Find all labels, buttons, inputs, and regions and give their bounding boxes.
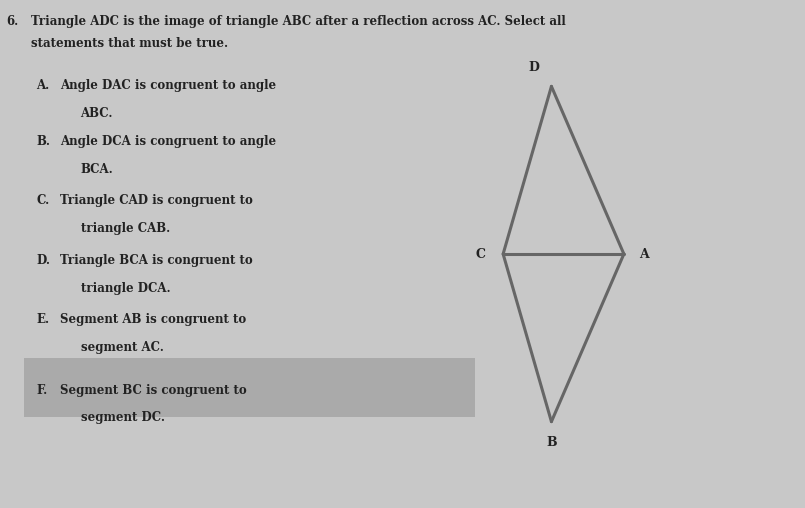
Text: F.: F. [36,384,47,397]
Text: triangle DCA.: triangle DCA. [80,282,170,295]
Text: BCA.: BCA. [80,163,114,176]
Text: Angle DAC is congruent to angle: Angle DAC is congruent to angle [60,79,276,92]
Text: 6.: 6. [6,15,19,28]
Text: C: C [476,247,485,261]
Text: E.: E. [36,313,49,327]
Text: B.: B. [36,135,50,148]
Text: Triangle CAD is congruent to: Triangle CAD is congruent to [60,194,254,207]
Text: A.: A. [36,79,49,92]
Text: ABC.: ABC. [80,107,113,120]
Text: D: D [528,60,539,74]
Text: Segment BC is congruent to: Segment BC is congruent to [60,384,247,397]
Text: statements that must be true.: statements that must be true. [31,37,228,50]
Text: Segment AB is congruent to: Segment AB is congruent to [60,313,246,327]
Text: triangle CAB.: triangle CAB. [80,222,170,235]
Text: D.: D. [36,254,50,267]
Text: A: A [639,247,649,261]
Text: segment DC.: segment DC. [80,411,164,425]
Text: Triangle BCA is congruent to: Triangle BCA is congruent to [60,254,253,267]
Text: segment AC.: segment AC. [80,341,163,355]
Text: Angle DCA is congruent to angle: Angle DCA is congruent to angle [60,135,276,148]
FancyBboxPatch shape [24,358,475,417]
Text: B: B [546,436,557,450]
Text: Triangle ADC is the image of triangle ABC after a reflection across AC. Select a: Triangle ADC is the image of triangle AB… [31,15,565,28]
Text: C.: C. [36,194,49,207]
